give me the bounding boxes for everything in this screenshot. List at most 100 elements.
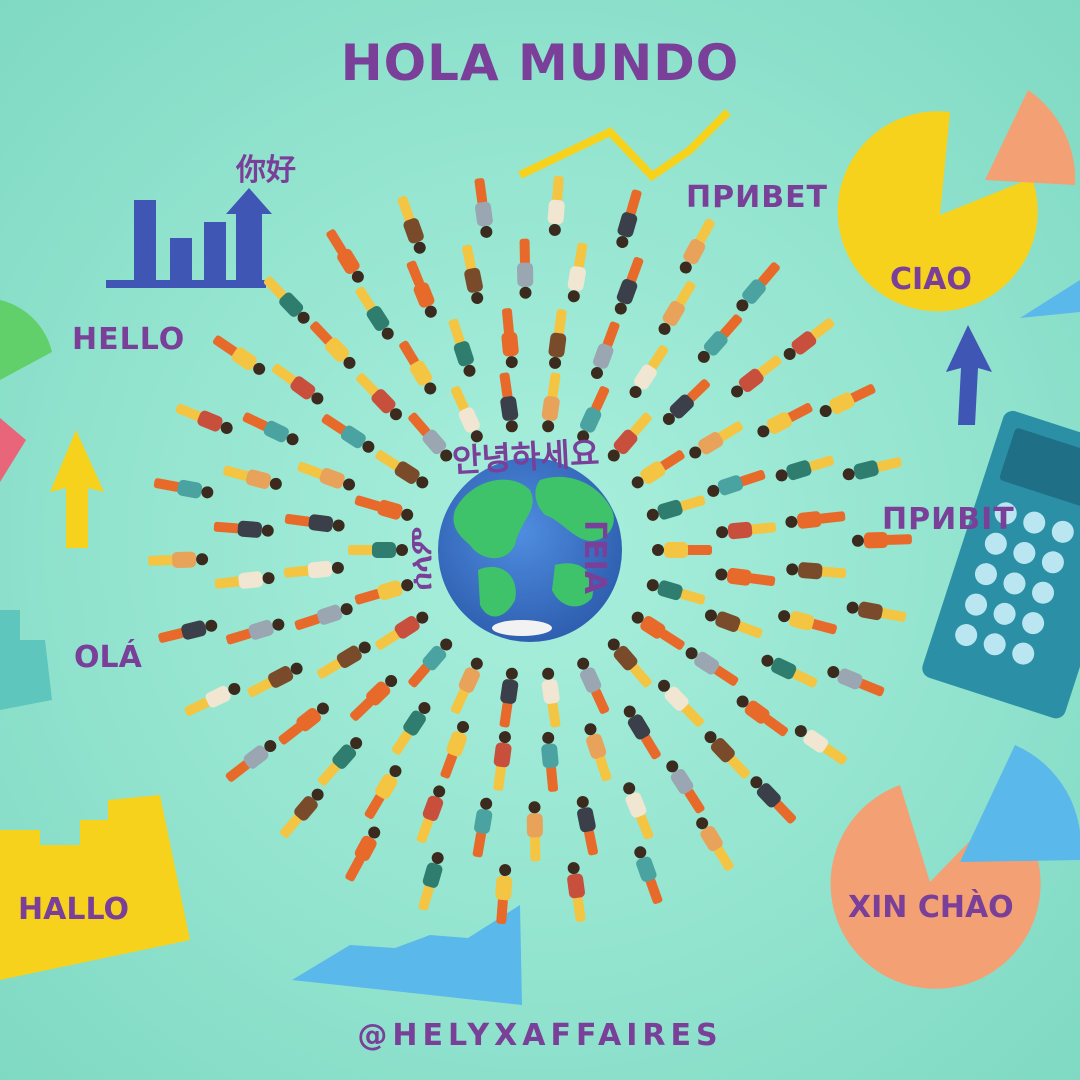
greeting-german: HALLO [18, 892, 129, 927]
calculator-icon [922, 410, 1080, 719]
figurine [148, 551, 209, 568]
figurine [652, 542, 712, 558]
greeting-ukrainian: ПРИВІТ [882, 502, 1015, 537]
figurine [827, 666, 885, 697]
figurine [495, 864, 513, 925]
figurine [567, 242, 588, 303]
figurine [696, 817, 734, 871]
figurine [184, 682, 241, 716]
figurine [493, 731, 512, 791]
figurine [321, 414, 375, 453]
figurine [526, 801, 543, 862]
pink-pie-slice-icon [0, 418, 26, 482]
figurine [614, 256, 644, 315]
figurine [294, 603, 353, 631]
blue-shard-icon [1020, 280, 1080, 318]
figurine [408, 412, 453, 462]
figurine [391, 701, 431, 755]
figurine [567, 862, 586, 922]
figurine [819, 384, 876, 418]
figurine [418, 851, 444, 911]
figurine [577, 657, 610, 714]
figurine [736, 262, 780, 312]
figurine [283, 560, 344, 579]
figurine [474, 178, 493, 238]
figurine [158, 619, 218, 643]
figurine [548, 309, 567, 369]
figurine [616, 189, 642, 249]
figurine [397, 196, 426, 254]
figurine [317, 737, 363, 786]
arrow-up-icon [50, 430, 104, 548]
figurine [406, 260, 437, 318]
figurine [607, 638, 652, 688]
figurine [501, 308, 519, 369]
figurine [223, 465, 282, 490]
figurine [284, 513, 345, 533]
figurine [541, 731, 559, 792]
figurine [214, 571, 275, 589]
figurine [354, 579, 414, 605]
figurine [785, 511, 846, 529]
figurine [297, 461, 356, 491]
figurine [851, 532, 912, 549]
pie-chart-icon [837, 90, 1076, 312]
figurine [175, 403, 233, 434]
figurine [354, 495, 414, 521]
greeting-russian: ПРИВЕТ [686, 180, 829, 215]
figurine [242, 412, 299, 446]
figurine [364, 765, 402, 819]
social-handle: @HELYXAFFAIRES [357, 1018, 723, 1053]
greeting-greek: ΓΕΙΑ [577, 520, 612, 594]
greeting-italian: CIAO [890, 262, 972, 297]
figurine [541, 667, 561, 728]
figurine [450, 386, 483, 443]
figurine [541, 372, 561, 433]
greeting-amharic: ሰላም [404, 526, 439, 590]
figurine [263, 276, 310, 324]
figurine [607, 412, 652, 462]
bar-chart-icon [106, 188, 272, 288]
figurine [317, 641, 371, 679]
greeting-vietnamese: XIN CHÀO [848, 890, 1014, 925]
arrow-up-icon-right [946, 325, 992, 425]
figurine [794, 725, 848, 765]
figurine [761, 654, 818, 688]
figurine [629, 345, 669, 399]
greeting-english: HELLO [72, 322, 186, 357]
figurine [707, 469, 766, 497]
figurine [846, 601, 907, 622]
greeting-chinese: 你好 [236, 153, 296, 188]
figurine [225, 740, 277, 782]
figurine [731, 355, 782, 398]
page-title: HOLA MUNDO [340, 34, 740, 92]
figurine [631, 450, 685, 489]
figurine [499, 667, 519, 728]
figurine [462, 244, 484, 304]
yellow-block-icon [0, 795, 190, 980]
figurine [348, 542, 408, 558]
figurine [685, 647, 739, 686]
figurine [783, 318, 835, 360]
figurine [271, 363, 324, 405]
teal-block-icon [0, 610, 52, 710]
figurine [350, 675, 398, 721]
figurine [646, 579, 706, 605]
figurine [786, 562, 847, 580]
figurine [408, 638, 453, 688]
figurine [679, 218, 715, 274]
figurine [448, 318, 476, 377]
figurine [577, 386, 610, 443]
figurine [450, 657, 483, 714]
zigzag-line-icon [518, 109, 731, 182]
figurine [584, 723, 612, 782]
greeting-korean: 안녕하세요 [451, 434, 601, 480]
figurine [547, 175, 565, 236]
figurine [778, 610, 837, 635]
figurine [576, 796, 598, 856]
figurine [440, 720, 470, 779]
figurine [280, 788, 324, 838]
figurine [704, 731, 750, 779]
globe-icon [438, 458, 622, 642]
